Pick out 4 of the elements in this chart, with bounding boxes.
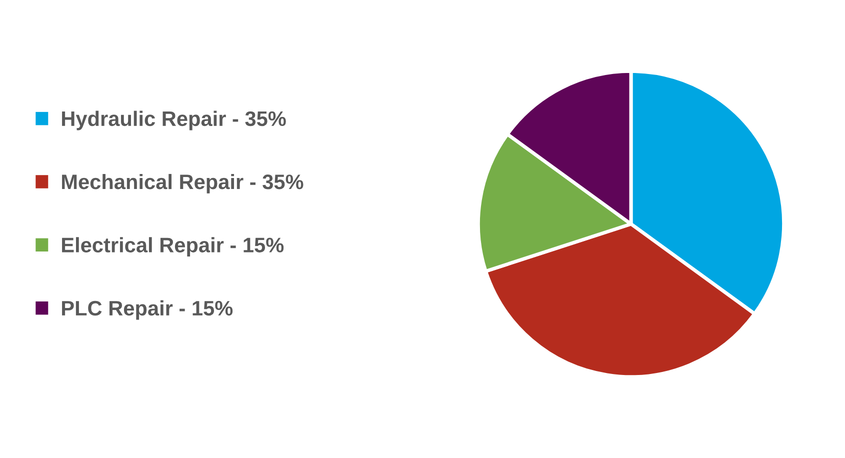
legend-label: PLC Repair - 15%	[62, 300, 233, 320]
legend-label: Electrical Repair - 15%	[62, 237, 284, 257]
legend-label: Hydraulic Repair - 35%	[62, 110, 286, 130]
legend-label: Mechanical Repair - 35%	[62, 174, 304, 194]
